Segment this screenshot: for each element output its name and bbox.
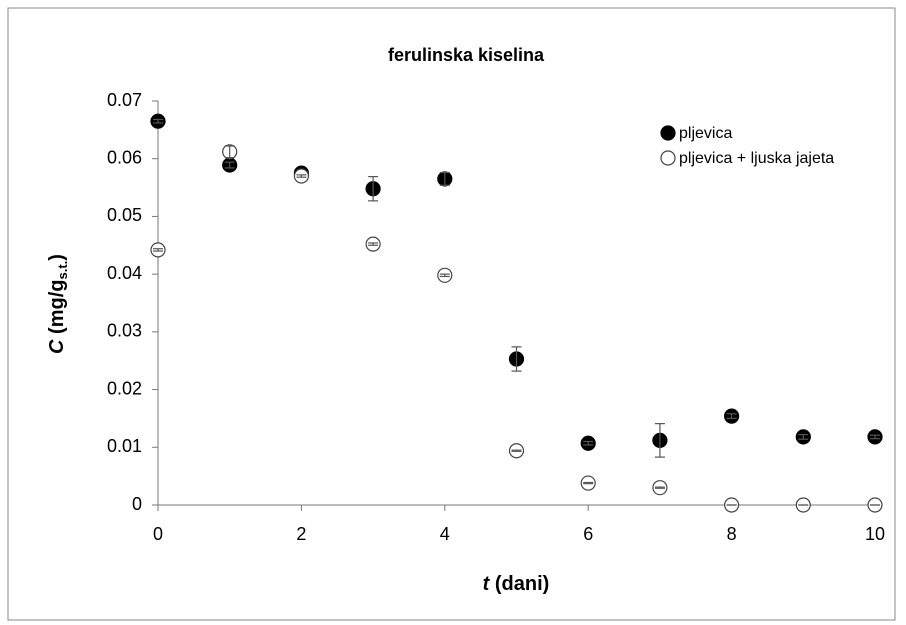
legend-marker — [660, 125, 676, 141]
y-tick-label: 0.06 — [107, 147, 142, 167]
x-label-symbol: t — [483, 573, 491, 595]
y-tick-label: 0.02 — [107, 378, 142, 398]
y-tick-label: 0.05 — [107, 205, 142, 225]
y-label-unit: (mg/g — [46, 280, 68, 340]
y-tick-label: 0 — [132, 494, 142, 514]
y-axis-label: C (mg/gs.t.) — [46, 254, 70, 354]
y-label-subscript: s.t. — [55, 261, 70, 280]
y-tick-label: 0.04 — [107, 263, 142, 283]
y-label-symbol: C — [46, 339, 68, 354]
x-tick-label: 10 — [865, 524, 885, 544]
legend-marker — [660, 150, 676, 166]
x-tick-label: 2 — [296, 524, 306, 544]
x-tick-label: 8 — [727, 524, 737, 544]
legend-label: pljevica — [679, 125, 732, 142]
legend-label: pljevica + ljuska jajeta — [679, 150, 834, 167]
x-axis-label: t (dani) — [483, 573, 550, 595]
chart-title: ferulinska kiselina — [388, 45, 545, 65]
y-label-close: ) — [46, 254, 68, 261]
x-tick-label: 4 — [440, 524, 450, 544]
chart-frame — [7, 7, 896, 621]
y-tick-label: 0.03 — [107, 321, 142, 341]
y-tick-label: 0.01 — [107, 436, 142, 456]
x-label-unit: (dani) — [489, 573, 549, 595]
y-tick-label: 0.07 — [107, 90, 142, 110]
x-tick-label: 0 — [153, 524, 163, 544]
x-tick-label: 6 — [583, 524, 593, 544]
